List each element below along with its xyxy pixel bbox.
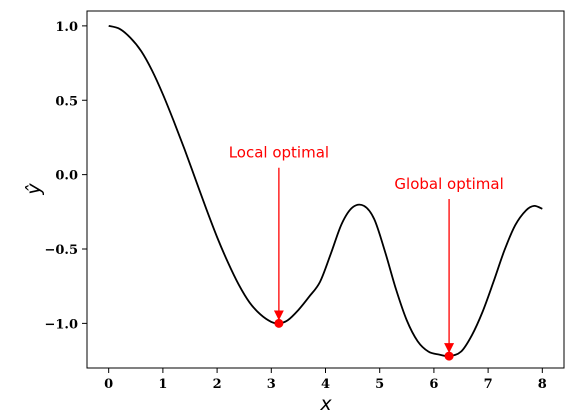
series-line (108, 24, 543, 358)
y-axis-label: ŷ (23, 183, 45, 196)
x-tick-label: 1 (158, 377, 167, 392)
y-tick-label: 0.0 (55, 169, 78, 184)
x-tick-label: 3 (267, 377, 276, 392)
x-tick-label: 5 (375, 377, 384, 392)
y-tick-label: −0.5 (44, 243, 78, 258)
x-tick-label: 7 (484, 377, 493, 392)
annotations: Local optimal Global optimal (229, 144, 504, 361)
annotation-label: Local optimal (229, 144, 329, 162)
x-tick-label: 2 (213, 377, 222, 392)
x-tick-label: 4 (321, 377, 330, 392)
x-axis: 0 1 2 3 4 5 6 7 8 (104, 368, 547, 392)
optimum-marker (274, 318, 284, 328)
x-tick-label: 6 (429, 377, 438, 392)
x-tick-label: 8 (538, 377, 547, 392)
x-tick-label: 0 (104, 377, 113, 392)
y-tick-label: 1.0 (55, 20, 78, 35)
y-tick-label: −1.0 (44, 317, 78, 332)
x-axis-label: x (319, 393, 332, 415)
y-tick-label: 0.5 (55, 94, 78, 109)
optimum-marker (444, 351, 454, 361)
annotation-label: Global optimal (394, 175, 503, 193)
y-axis: 1.0 0.5 0.0 −0.5 −1.0 (44, 20, 87, 332)
